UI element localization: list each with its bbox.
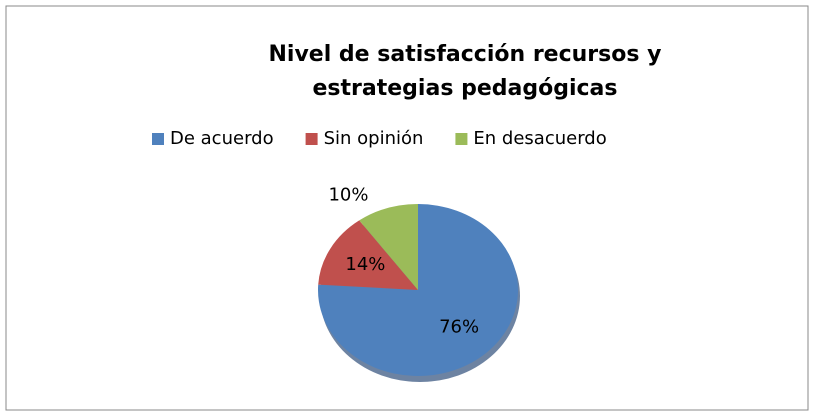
data-label: 14% (345, 254, 385, 275)
pie-slice (318, 220, 418, 290)
chart-title: Nivel de satisfacción recursos y estrate… (268, 42, 662, 101)
data-label: 76% (439, 317, 479, 338)
legend-swatch (152, 133, 164, 145)
legend-label: Sin opinión (324, 128, 424, 149)
data-label: 10% (328, 185, 368, 206)
legend-label: En desacuerdo (473, 128, 606, 149)
legend-swatch (305, 133, 318, 145)
legend-swatch (455, 133, 468, 145)
pie-slice (318, 204, 518, 376)
legend-label: De acuerdo (170, 128, 274, 149)
pie-slice (359, 204, 418, 290)
